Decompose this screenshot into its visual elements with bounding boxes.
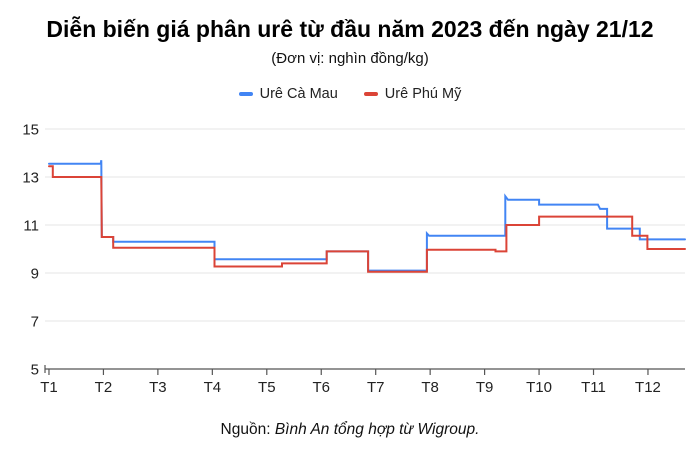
legend-swatch-blue-icon xyxy=(238,92,253,96)
x-tick-label: T11 xyxy=(581,379,606,396)
x-tick-label: T2 xyxy=(95,379,113,396)
source-text: Bình An tổng hợp từ Wigroup. xyxy=(274,421,480,438)
x-tick-label: T12 xyxy=(635,379,661,396)
source-prefix: Nguồn: xyxy=(220,421,275,438)
legend-swatch-red-icon xyxy=(363,92,378,96)
y-tick-label: 11 xyxy=(23,218,39,235)
legend-item-ure-phu-my: Urê Phú Mỹ xyxy=(363,86,462,102)
chart-title: Diễn biến giá phân urê từ đầu năm 2023 đ… xyxy=(46,16,654,42)
legend-item-ure-ca-mau: Urê Cà Mau xyxy=(238,86,338,102)
legend-label: Urê Phú Mỹ xyxy=(384,86,462,102)
chart-subtitle: (Đơn vị: nghìn đồng/kg) xyxy=(271,50,429,67)
legend: Urê Cà Mau Urê Phú Mỹ xyxy=(0,86,700,102)
y-tick-label: 5 xyxy=(31,362,39,379)
x-tick-label: T8 xyxy=(421,379,439,396)
x-tick-label: T1 xyxy=(40,379,58,396)
x-tick-label: T4 xyxy=(204,379,222,396)
x-tick-label: T3 xyxy=(149,379,167,396)
series-line-urê-phú-mỹ xyxy=(48,165,686,273)
legend-label: Urê Cà Mau xyxy=(259,86,338,102)
source-caption: Nguồn: Bình An tổng hợp từ Wigroup. xyxy=(0,421,700,439)
x-tick-label: T5 xyxy=(258,379,276,396)
y-tick-label: 13 xyxy=(22,170,39,187)
x-tick-label: T6 xyxy=(312,379,330,396)
y-tick-label: 9 xyxy=(31,266,39,283)
x-tick-label: T9 xyxy=(476,379,494,396)
x-tick-label: T10 xyxy=(526,379,552,396)
y-tick-label: 15 xyxy=(22,122,39,139)
y-tick-label: 7 xyxy=(31,314,39,331)
x-tick-label: T7 xyxy=(367,379,385,396)
